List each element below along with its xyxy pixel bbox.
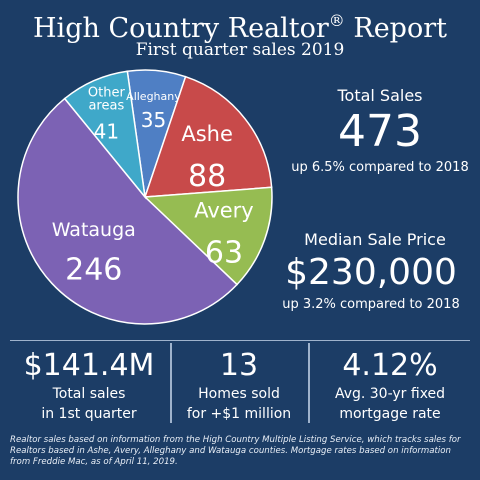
median-price-change: up 3.2% compared to 2018 <box>282 297 460 312</box>
registered-mark: ® <box>328 11 345 30</box>
stat-label-line2: for +$1 million <box>186 406 292 422</box>
stat-label-line1: Avg. 30-yr fixed <box>334 386 446 402</box>
pie-label-name: Watauga <box>52 219 136 241</box>
footnote: Realtor sales based on information from … <box>10 435 461 467</box>
pie-label-name: Avery <box>194 198 254 222</box>
stat-value: 4.12% <box>342 348 438 383</box>
pie-label-name: Ashe <box>181 122 233 146</box>
stat-total-sales: $141.4M Total sales in 1st quarter <box>10 349 168 423</box>
stat-divider <box>308 343 310 423</box>
pie-slice-avery <box>143 186 273 286</box>
stat-label-line1: Homes sold <box>198 386 280 402</box>
pie-slice-other-areas <box>63 70 147 200</box>
stat-million-homes: 13 Homes sold for +$1 million <box>172 349 306 423</box>
pie-label-name: Alleghany <box>126 90 181 103</box>
title-suffix: Report <box>344 13 447 44</box>
pie-slice-ashe <box>143 75 273 198</box>
pie-label-name: areas <box>88 99 124 114</box>
title-text: High Country Realtor <box>33 13 329 44</box>
pie-label-watauga: Watauga 246 <box>52 219 136 287</box>
stat-value: 13 <box>219 348 259 383</box>
pie-label-alleghany: Alleghany 35 <box>126 90 181 132</box>
pie-label-value: 246 <box>65 252 122 287</box>
stat-label-line2: mortgage rate <box>339 406 441 422</box>
pie-label-value: 41 <box>94 120 119 144</box>
pie-slice-watauga <box>17 97 239 325</box>
pie-label-value: 88 <box>188 159 226 194</box>
page-title: High Country Realtor® Report <box>0 4 480 46</box>
pie-label-value: 35 <box>141 108 166 132</box>
pie-label-name: Other <box>88 86 126 101</box>
stat-mortgage-rate: 4.12% Avg. 30-yr fixed mortgage rate <box>310 349 470 423</box>
page-subtitle: First quarter sales 2019 <box>135 40 345 60</box>
median-price-label: Median Sale Price <box>304 230 446 249</box>
pie-label-avery: Avery 63 <box>194 198 254 270</box>
total-sales-change: up 6.5% compared to 2018 <box>291 160 469 175</box>
stat-label-line2: in 1st quarter <box>41 406 137 422</box>
total-sales-label: Total Sales <box>337 86 423 105</box>
median-price-value: $230,000 <box>285 252 457 293</box>
pie-label-value: 63 <box>205 235 243 270</box>
stats-row: $141.4M Total sales in 1st quarter 13 Ho… <box>10 340 470 423</box>
stat-label-line1: Total sales <box>52 386 126 402</box>
stat-divider <box>170 343 172 423</box>
stat-value: $141.4M <box>23 348 155 383</box>
total-sales-value: 473 <box>338 106 422 157</box>
pie-label-ashe: Ashe 88 <box>181 122 233 194</box>
